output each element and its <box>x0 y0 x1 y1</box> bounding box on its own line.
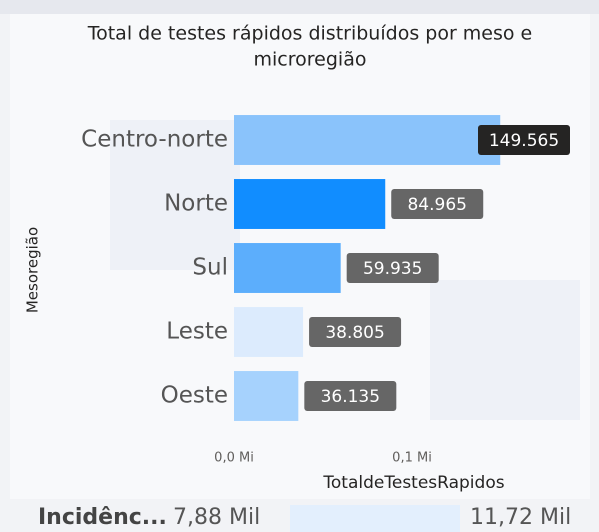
chart-title: Total de testes rápidos distribuídos por… <box>87 23 533 45</box>
y-tick-label: Oeste <box>161 383 228 409</box>
y-tick-label: Centro-norte <box>81 127 228 153</box>
y-tick-label: Sul <box>192 255 228 281</box>
bar <box>234 371 299 421</box>
value-label-bg <box>304 381 397 411</box>
bg-tile <box>430 280 580 420</box>
value-label-bg <box>391 189 484 219</box>
value-label-bg <box>478 125 570 155</box>
bar <box>234 115 501 165</box>
y-tick-label: Leste <box>166 319 228 345</box>
value-label: 36.135 <box>321 387 380 407</box>
value-label: 149.565 <box>489 131 559 151</box>
bar <box>234 179 386 229</box>
x-axis-title: TotaldeTestesRapidos <box>322 473 504 493</box>
y-tick-label: Norte <box>164 191 228 217</box>
chart-title-line2: microregião <box>254 49 367 71</box>
bg-tile <box>110 120 240 270</box>
value-label: 59.935 <box>363 259 422 279</box>
x-tick-label: 0,1 Mi <box>392 451 432 466</box>
y-axis-title: Mesoregião <box>24 227 42 313</box>
kpi-max: 11,72 Mil <box>470 505 571 530</box>
x-tick-label: 0,0 Mi <box>214 451 254 466</box>
kpi-value: 7,88 Mil <box>173 505 260 530</box>
kpi-label: Incidênc... <box>38 505 167 530</box>
top-strip <box>0 0 599 14</box>
bar <box>234 307 304 357</box>
bar <box>234 243 341 293</box>
value-label-bg <box>309 317 402 347</box>
value-label: 84.965 <box>407 195 466 215</box>
kpi-bar <box>290 505 460 532</box>
value-label-bg <box>346 253 439 283</box>
value-label: 38.805 <box>325 323 384 343</box>
